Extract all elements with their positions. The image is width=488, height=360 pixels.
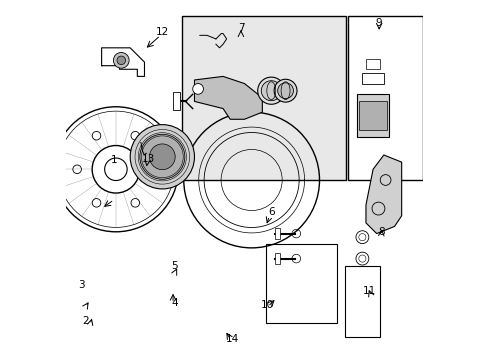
Circle shape bbox=[149, 144, 175, 170]
Circle shape bbox=[257, 77, 285, 104]
Circle shape bbox=[277, 83, 293, 99]
Circle shape bbox=[130, 125, 194, 189]
Bar bbox=[365, 59, 380, 69]
Bar bbox=[173, 93, 180, 111]
Circle shape bbox=[117, 56, 125, 64]
Bar bbox=[182, 16, 346, 180]
Polygon shape bbox=[194, 76, 262, 119]
Bar bbox=[265, 244, 337, 323]
Bar bbox=[274, 253, 280, 264]
Text: 9: 9 bbox=[374, 18, 381, 28]
Polygon shape bbox=[365, 155, 401, 234]
Text: 10: 10 bbox=[261, 300, 274, 310]
Circle shape bbox=[274, 79, 296, 102]
Text: 2: 2 bbox=[82, 316, 89, 326]
Text: 3: 3 bbox=[79, 280, 85, 291]
Bar bbox=[344, 266, 380, 337]
Text: 13: 13 bbox=[141, 154, 154, 163]
Text: 4: 4 bbox=[171, 298, 178, 308]
Text: 14: 14 bbox=[225, 334, 238, 344]
Text: 8: 8 bbox=[378, 227, 385, 237]
Bar bbox=[347, 16, 422, 180]
Text: 12: 12 bbox=[155, 27, 169, 37]
Text: 11: 11 bbox=[362, 286, 375, 296]
Text: 1: 1 bbox=[111, 156, 117, 165]
Circle shape bbox=[192, 84, 203, 94]
Text: 6: 6 bbox=[267, 207, 274, 217]
Circle shape bbox=[261, 81, 281, 101]
Bar bbox=[274, 228, 280, 239]
Bar bbox=[358, 102, 386, 130]
Circle shape bbox=[140, 134, 184, 179]
Circle shape bbox=[113, 53, 129, 68]
Text: 7: 7 bbox=[237, 23, 244, 33]
Bar bbox=[362, 73, 383, 84]
Bar bbox=[356, 94, 388, 137]
Text: 5: 5 bbox=[171, 261, 178, 271]
